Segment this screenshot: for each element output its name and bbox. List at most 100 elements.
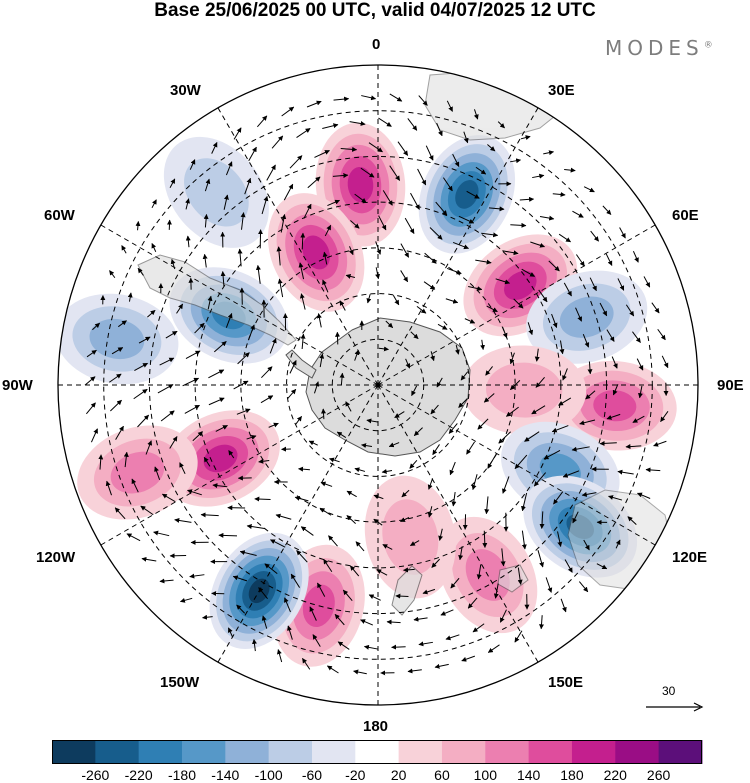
wind-vector [90, 428, 98, 443]
wind-vector [493, 583, 499, 599]
wind-vector [563, 282, 572, 297]
wind-vector [349, 121, 366, 126]
wind-vector [498, 431, 512, 444]
wind-vector [373, 518, 383, 526]
colorbar-segment [225, 740, 270, 764]
wind-vector [452, 153, 460, 168]
wind-vector [184, 404, 200, 414]
wind-vector [625, 444, 642, 450]
wind-vector [551, 425, 569, 433]
wind-vector [578, 581, 589, 593]
wind-vector [223, 194, 229, 210]
wind-vector [543, 150, 555, 156]
colorbar-segment [528, 740, 573, 764]
wind-vector [255, 264, 261, 284]
wind-vector [394, 411, 405, 419]
wind-vector [378, 215, 387, 231]
wind-vector [397, 141, 409, 156]
wind-vector [487, 644, 500, 653]
lon-label-60e: 60E [672, 207, 699, 224]
wind-vector [389, 93, 403, 102]
wind-vector [495, 278, 510, 285]
wind-vector [589, 277, 597, 292]
wind-vector [502, 250, 519, 256]
wind-vector [627, 516, 637, 525]
wind-vector [326, 665, 339, 674]
colorbar-tick-label: 140 [516, 767, 541, 783]
wind-vector [204, 178, 211, 192]
wind-vector [182, 377, 200, 387]
wind-vector [187, 489, 202, 496]
wind-vector [581, 491, 597, 497]
wind-vector [446, 100, 453, 112]
lon-label-120w: 120W [36, 549, 76, 566]
wind-vector [354, 193, 367, 204]
wind-vector [632, 331, 641, 343]
wind-vector [339, 372, 345, 386]
wind-vectors [84, 93, 669, 676]
wind-vector [562, 470, 580, 478]
wind-vector [159, 357, 175, 366]
wind-vector [535, 376, 545, 388]
wind-vector [153, 530, 170, 537]
wind-vector [300, 526, 314, 536]
wind-vector [460, 371, 469, 381]
wind-vector [449, 461, 456, 476]
wind-vector [289, 360, 297, 374]
wind-vector [355, 541, 365, 552]
wind-vector [345, 273, 356, 279]
colorbar-segment [311, 740, 356, 764]
wind-vector [92, 322, 101, 331]
wind-vector [192, 431, 203, 442]
wind-vector [276, 246, 282, 266]
wind-vector [461, 655, 476, 662]
wind-vector [437, 323, 448, 330]
antarctic-peninsula [285, 349, 317, 379]
wind-vector [413, 427, 423, 436]
wind-vector [505, 406, 519, 417]
wind-vector [157, 384, 174, 394]
wind-vector [328, 535, 338, 547]
wind-vector [475, 166, 487, 175]
wind-vector [151, 199, 157, 209]
colorbar-segment [95, 740, 140, 764]
wind-vector [440, 609, 454, 616]
wind-vector [632, 415, 645, 423]
wind-vector [645, 467, 661, 473]
wind-vector [475, 259, 492, 265]
wind-vector [448, 423, 458, 434]
wind-vector [466, 190, 480, 199]
wind-vector [445, 634, 460, 641]
wind-vector [458, 215, 475, 224]
wind-vector [280, 213, 287, 233]
wind-vector [661, 355, 669, 369]
wind-vector [211, 142, 218, 154]
wind-vector [527, 322, 534, 336]
wind-vector [519, 196, 535, 202]
wind-vector [368, 142, 383, 153]
wind-vector [228, 450, 235, 459]
wind-vector [299, 293, 306, 310]
wind-vector [484, 496, 490, 515]
wind-vector [553, 491, 564, 505]
wind-vector [254, 496, 271, 502]
wind-vector [213, 341, 227, 353]
wind-vector [429, 227, 443, 240]
wind-vector [289, 155, 303, 169]
anomaly-contour [382, 499, 439, 575]
wind-vector [458, 546, 464, 561]
wind-vector [477, 418, 489, 430]
wind-vector [416, 305, 427, 314]
colorbar-segment [138, 740, 183, 764]
wind-vector [336, 431, 347, 438]
wind-vector [530, 241, 545, 248]
wind-vector [313, 381, 320, 394]
colorbar-tick-label: 260 [646, 767, 671, 783]
wind-vector [176, 303, 184, 314]
wind-vector [123, 451, 129, 468]
wind-vector [410, 331, 419, 340]
wind-vector [401, 489, 410, 498]
wind-vector [599, 440, 617, 446]
wind-vector [418, 95, 428, 106]
wind-vector [287, 625, 293, 640]
